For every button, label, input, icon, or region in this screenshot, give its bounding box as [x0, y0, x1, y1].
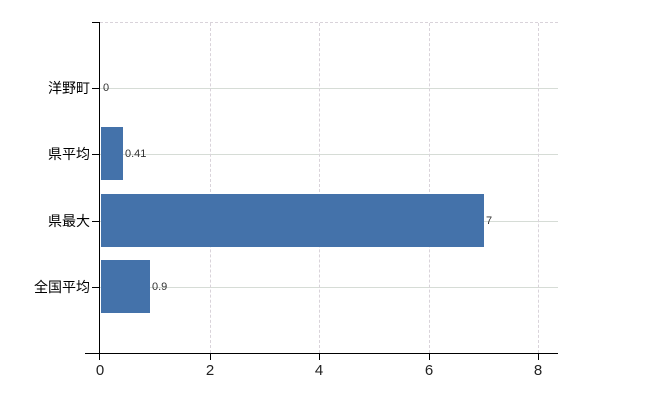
y-axis-line: [99, 22, 100, 353]
x-tick-label: 4: [314, 362, 324, 379]
plot-top-border: [100, 22, 558, 23]
x-axis-tick: [210, 354, 211, 360]
category-label: 県最大: [48, 213, 90, 229]
y-axis-tick: [92, 221, 99, 222]
bar: [101, 194, 484, 247]
x-tick-label: 0: [95, 362, 105, 379]
x-axis-tick: [538, 354, 539, 360]
gridline-vertical: [429, 23, 430, 353]
y-axis-tick: [92, 287, 99, 288]
bar-value-label: 0.9: [152, 281, 168, 293]
y-axis-tick: [92, 22, 99, 23]
gridline-horizontal: [100, 287, 558, 288]
x-tick-label: 8: [533, 362, 543, 379]
x-tick-label: 6: [424, 362, 434, 379]
category-label: 県平均: [48, 146, 90, 162]
bar: [101, 127, 123, 180]
x-axis-line: [85, 353, 558, 354]
gridline-vertical: [210, 23, 211, 353]
category-label: 洋野町: [48, 80, 90, 96]
bar-value-label: 0.41: [125, 148, 147, 160]
y-axis-tick: [92, 154, 99, 155]
bar: [101, 260, 150, 313]
x-axis-tick: [99, 354, 100, 360]
x-tick-label: 2: [205, 362, 215, 379]
gridline-vertical: [319, 23, 320, 353]
gridline-horizontal: [100, 154, 558, 155]
gridline-horizontal: [100, 88, 558, 89]
category-label: 全国平均: [34, 279, 90, 295]
x-axis-tick: [429, 354, 430, 360]
x-axis-tick: [319, 354, 320, 360]
y-axis-tick: [92, 88, 99, 89]
bar-value-label: 0: [103, 82, 110, 94]
gridline-vertical: [538, 23, 539, 353]
bar-value-label: 7: [486, 215, 493, 227]
